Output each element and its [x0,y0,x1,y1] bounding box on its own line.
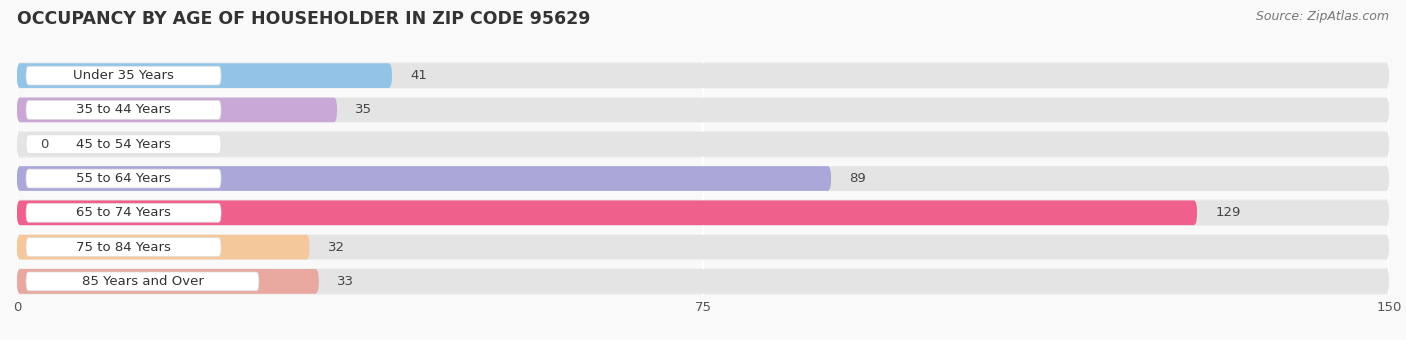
Text: 32: 32 [328,241,344,254]
FancyBboxPatch shape [17,166,1389,191]
FancyBboxPatch shape [17,269,319,294]
Bar [17,62,1389,89]
Text: OCCUPANCY BY AGE OF HOUSEHOLDER IN ZIP CODE 95629: OCCUPANCY BY AGE OF HOUSEHOLDER IN ZIP C… [17,10,591,28]
FancyBboxPatch shape [17,235,1389,259]
Text: 41: 41 [411,69,427,82]
Bar [17,97,1389,123]
FancyBboxPatch shape [17,166,831,191]
Bar [17,200,1389,226]
Text: Under 35 Years: Under 35 Years [73,69,174,82]
FancyBboxPatch shape [17,63,1389,88]
Text: 65 to 74 Years: 65 to 74 Years [76,206,172,219]
Text: 35: 35 [356,103,373,116]
Text: Source: ZipAtlas.com: Source: ZipAtlas.com [1256,10,1389,23]
Bar [17,268,1389,295]
Text: 45 to 54 Years: 45 to 54 Years [76,138,172,151]
Text: 85 Years and Over: 85 Years and Over [82,275,204,288]
FancyBboxPatch shape [17,98,1389,122]
FancyBboxPatch shape [27,238,221,256]
Text: 35 to 44 Years: 35 to 44 Years [76,103,172,116]
FancyBboxPatch shape [17,98,337,122]
Text: 55 to 64 Years: 55 to 64 Years [76,172,172,185]
FancyBboxPatch shape [17,235,309,259]
Text: 0: 0 [39,138,48,151]
Bar [17,234,1389,260]
FancyBboxPatch shape [27,272,259,291]
FancyBboxPatch shape [17,132,1389,156]
FancyBboxPatch shape [27,169,221,188]
Bar [17,131,1389,157]
FancyBboxPatch shape [17,201,1389,225]
Text: 89: 89 [849,172,866,185]
FancyBboxPatch shape [27,135,221,154]
Text: 129: 129 [1215,206,1240,219]
FancyBboxPatch shape [27,66,221,85]
Bar [17,165,1389,192]
FancyBboxPatch shape [17,201,1197,225]
Text: 33: 33 [337,275,354,288]
FancyBboxPatch shape [17,63,392,88]
FancyBboxPatch shape [27,203,221,222]
FancyBboxPatch shape [17,269,1389,294]
FancyBboxPatch shape [27,101,221,119]
Text: 75 to 84 Years: 75 to 84 Years [76,241,172,254]
